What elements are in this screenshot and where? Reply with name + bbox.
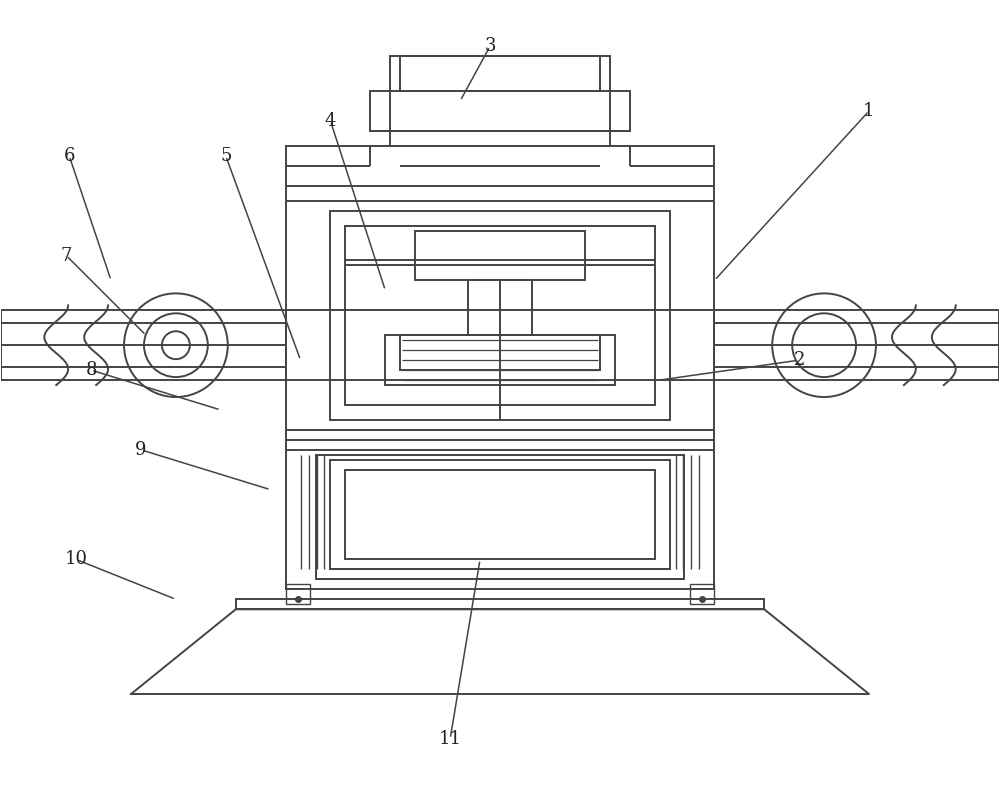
Bar: [714, 310, 999, 380]
Text: 11: 11: [439, 730, 462, 748]
Bar: [390, 56, 610, 146]
Text: 1: 1: [863, 102, 875, 120]
Bar: [330, 460, 670, 569]
Bar: [385, 335, 615, 385]
Bar: [316, 455, 684, 579]
Bar: [690, 584, 714, 604]
Text: 5: 5: [220, 147, 231, 165]
Text: 10: 10: [65, 551, 88, 569]
Bar: [286, 146, 714, 430]
Bar: [400, 56, 600, 91]
Bar: [400, 335, 600, 370]
Text: 2: 2: [793, 352, 805, 369]
Text: 6: 6: [63, 147, 75, 165]
Polygon shape: [131, 609, 869, 694]
Text: 9: 9: [135, 441, 147, 458]
Bar: [415, 231, 585, 280]
Bar: [468, 280, 532, 335]
Bar: [370, 91, 630, 131]
Text: 8: 8: [85, 361, 97, 379]
Bar: [236, 599, 764, 609]
Text: 7: 7: [61, 246, 72, 265]
Bar: [1, 310, 286, 380]
Bar: [286, 584, 310, 604]
Bar: [345, 226, 655, 405]
Circle shape: [162, 331, 190, 359]
Bar: [345, 470, 655, 560]
Bar: [286, 430, 714, 590]
Bar: [330, 211, 670, 420]
Text: 3: 3: [484, 37, 496, 55]
Text: 4: 4: [325, 112, 336, 130]
